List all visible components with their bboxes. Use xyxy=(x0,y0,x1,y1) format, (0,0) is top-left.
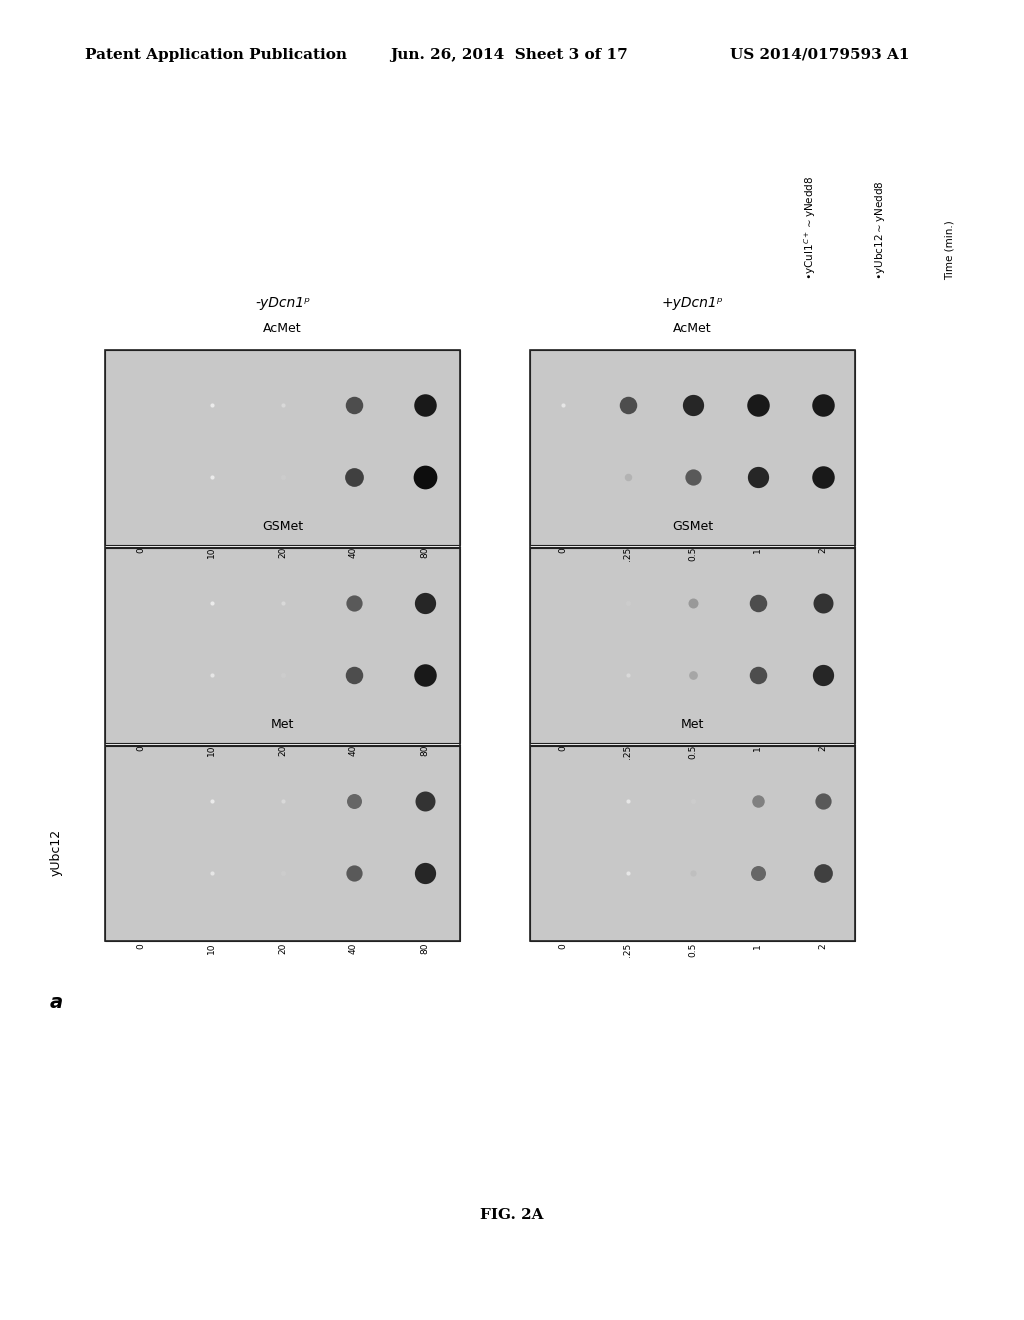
Text: 1: 1 xyxy=(753,744,762,751)
Text: AcMet: AcMet xyxy=(673,322,712,335)
Text: 2: 2 xyxy=(818,942,827,949)
Text: a: a xyxy=(50,993,63,1012)
Text: 0: 0 xyxy=(136,546,145,553)
Text: 10: 10 xyxy=(207,546,216,558)
Bar xyxy=(530,548,855,743)
Text: AcMet: AcMet xyxy=(263,322,302,335)
Text: 40: 40 xyxy=(349,546,358,558)
Text: Met: Met xyxy=(681,718,705,731)
Text: 80: 80 xyxy=(420,546,429,558)
Bar xyxy=(105,350,460,545)
Text: GSMet: GSMet xyxy=(262,520,303,533)
Text: 0.5: 0.5 xyxy=(688,744,697,759)
Bar xyxy=(530,350,855,941)
Text: 0: 0 xyxy=(558,942,567,949)
Text: Met: Met xyxy=(270,718,294,731)
Text: 2: 2 xyxy=(818,744,827,751)
Bar xyxy=(105,746,460,941)
Text: 20: 20 xyxy=(278,942,287,954)
Text: US 2014/0179593 A1: US 2014/0179593 A1 xyxy=(730,48,909,62)
Text: GSMet: GSMet xyxy=(672,520,713,533)
Text: .25: .25 xyxy=(623,546,632,561)
Text: Time (min.): Time (min.) xyxy=(945,220,955,280)
Bar xyxy=(530,350,855,545)
Text: 1: 1 xyxy=(753,942,762,949)
Text: 10: 10 xyxy=(207,942,216,954)
Text: 80: 80 xyxy=(420,744,429,756)
Text: 40: 40 xyxy=(349,942,358,954)
Text: +yDcn1ᵖ: +yDcn1ᵖ xyxy=(662,296,723,310)
Text: 20: 20 xyxy=(278,744,287,756)
Text: 0: 0 xyxy=(136,744,145,751)
Text: 0: 0 xyxy=(558,744,567,751)
Text: 10: 10 xyxy=(207,744,216,756)
Text: -yDcn1ᵖ: -yDcn1ᵖ xyxy=(255,296,310,310)
Bar xyxy=(530,746,855,941)
Text: Jun. 26, 2014  Sheet 3 of 17: Jun. 26, 2014 Sheet 3 of 17 xyxy=(390,48,628,62)
Text: 0: 0 xyxy=(136,942,145,949)
Text: yUbc12: yUbc12 xyxy=(50,829,63,876)
Bar xyxy=(105,548,460,743)
Text: Patent Application Publication: Patent Application Publication xyxy=(85,48,347,62)
Text: 0.5: 0.5 xyxy=(688,546,697,561)
Text: $\bullet$yUbc12$\sim$yNedd8: $\bullet$yUbc12$\sim$yNedd8 xyxy=(873,181,887,280)
Text: 0.5: 0.5 xyxy=(688,942,697,957)
Text: 40: 40 xyxy=(349,744,358,756)
Bar xyxy=(105,350,460,941)
Text: 20: 20 xyxy=(278,546,287,558)
Text: .25: .25 xyxy=(623,744,632,759)
Text: .25: .25 xyxy=(623,942,632,957)
Text: 1: 1 xyxy=(753,546,762,553)
Text: 2: 2 xyxy=(818,546,827,553)
Text: 80: 80 xyxy=(420,942,429,954)
Text: $\bullet$yCul1$^{C+}$$\sim$yNedd8: $\bullet$yCul1$^{C+}$$\sim$yNedd8 xyxy=(802,176,818,280)
Text: 0: 0 xyxy=(558,546,567,553)
Text: FIG. 2A: FIG. 2A xyxy=(480,1208,544,1222)
